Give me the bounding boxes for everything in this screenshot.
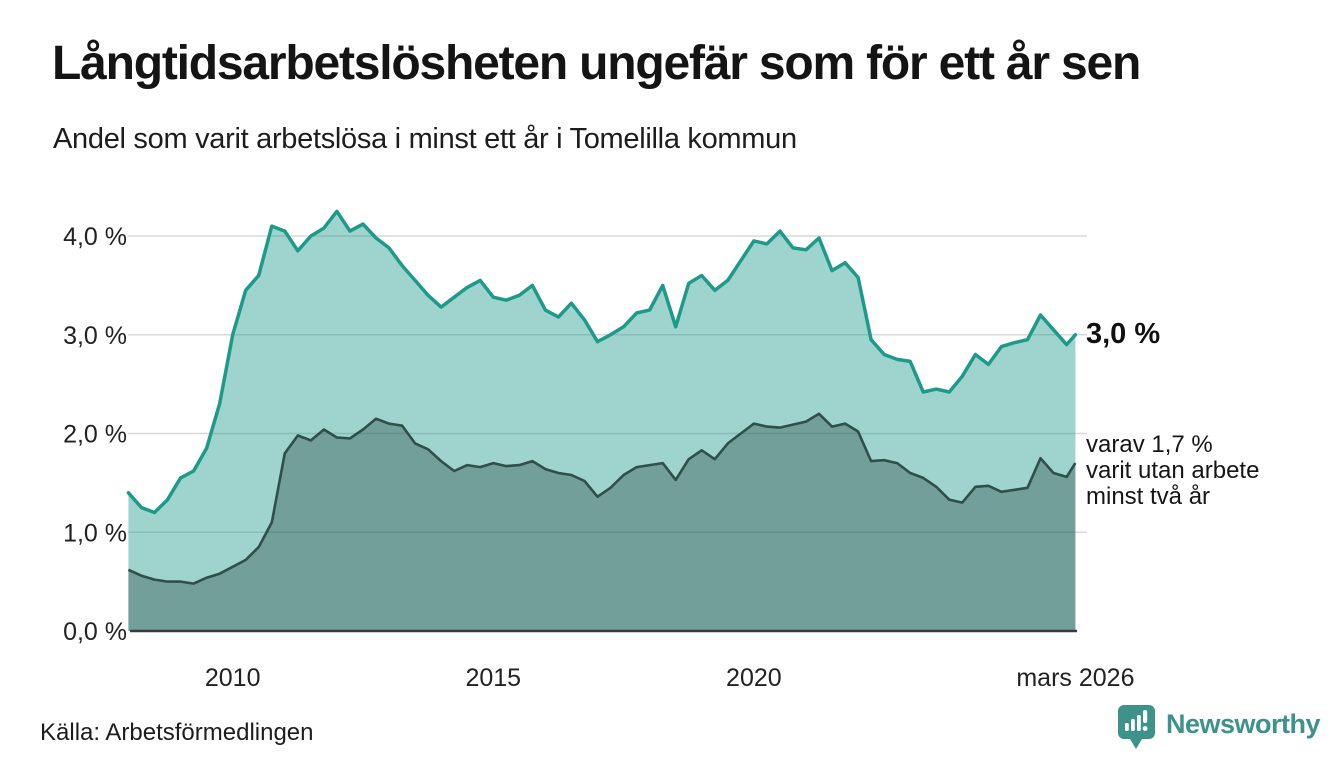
x-tick-label-2: 2020: [726, 664, 782, 692]
newsworthy-icon: [1118, 705, 1155, 749]
y-tick-label-4: 4,0 %: [63, 223, 127, 251]
page-title: Långtidsarbetslösheten ungefär som för e…: [52, 37, 1141, 90]
end-secondary-line-3: minst två år: [1086, 483, 1211, 510]
line-unemployed-one-year: [126, 209, 1078, 515]
y-tick-label-0: 0,0 %: [63, 618, 127, 646]
area-unemployed-two-years: [128, 413, 1076, 631]
newsworthy-wordmark: Newsworthy: [1166, 709, 1321, 739]
newsworthy-logo: Newsworthy: [1116, 703, 1321, 755]
x-tick-label-0: 2010: [205, 664, 261, 692]
y-tick-label-2: 2,0 %: [63, 421, 127, 449]
end-secondary-line-1: varav 1,7 %: [1086, 431, 1213, 458]
area-unemployed-one-year: [128, 211, 1076, 632]
end-secondary-label: varav 1,7 % varit utan arbete minst två …: [1086, 432, 1259, 510]
end-secondary-line-2: varit utan arbete: [1086, 457, 1260, 484]
y-tick-label-1: 1,0 %: [63, 519, 127, 547]
page-subtitle: Andel som varit arbetslösa i minst ett å…: [53, 123, 797, 155]
line-unemployed-two-years: [127, 412, 1077, 585]
y-tick-label-3: 3,0 %: [63, 322, 127, 350]
x-tick-label-1: 2015: [465, 664, 521, 692]
end-value-label: 3,0 %: [1086, 318, 1161, 350]
x-tick-label-3: mars 2026: [1016, 664, 1134, 692]
source-caption: Källa: Arbetsförmedlingen: [40, 719, 314, 746]
